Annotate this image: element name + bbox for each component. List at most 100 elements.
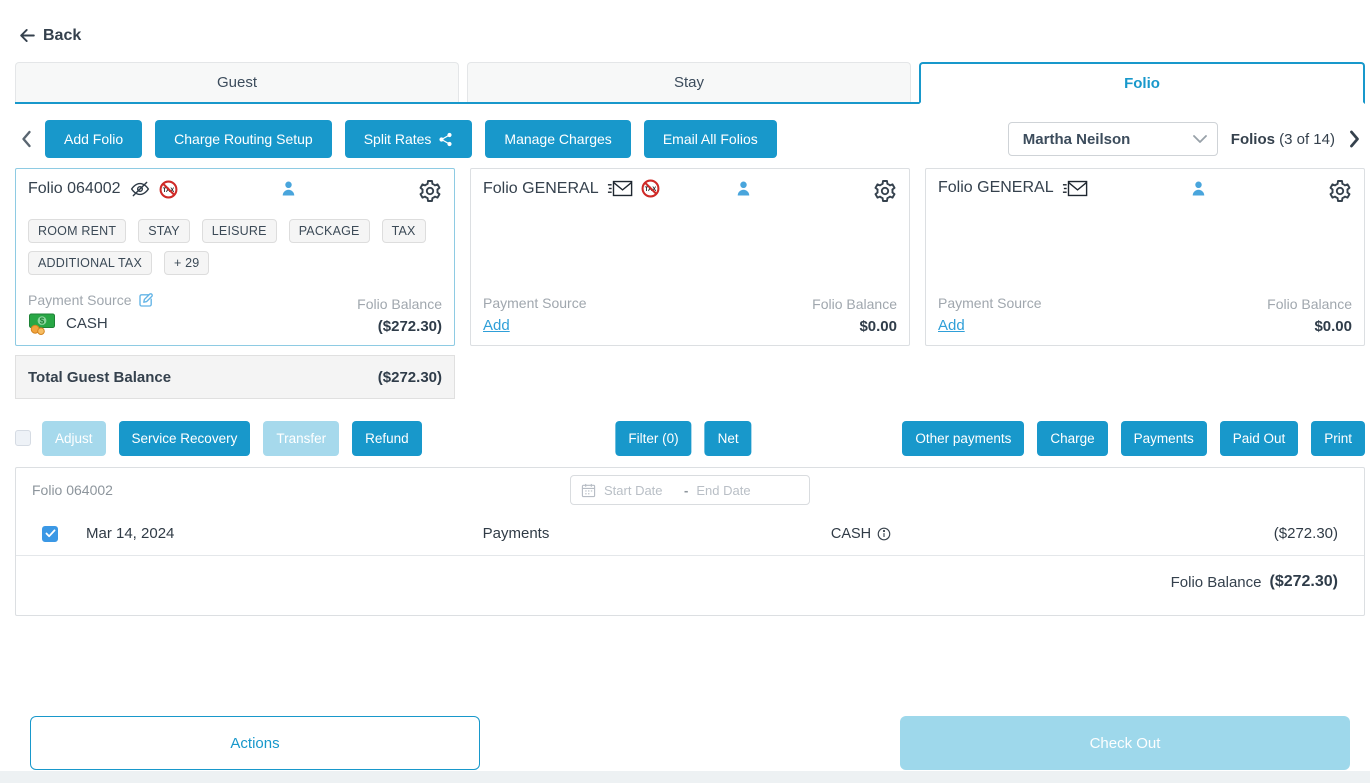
add-folio-label: Add Folio bbox=[64, 131, 124, 147]
folio-toolbar: Add Folio Charge Routing Setup Split Rat… bbox=[15, 120, 1365, 158]
tab-stay-label: Stay bbox=[673, 74, 704, 91]
select-all-checkbox[interactable] bbox=[15, 430, 31, 446]
folio-settings-gear-icon[interactable] bbox=[418, 179, 442, 203]
add-payment-source-link[interactable]: Add bbox=[483, 317, 510, 334]
actions-button[interactable]: Actions bbox=[30, 716, 480, 770]
folio-card-title: Folio 064002 bbox=[28, 180, 121, 197]
guest-selector-value: Martha Neilson bbox=[1022, 130, 1131, 148]
tag-chip: LEISURE bbox=[201, 219, 277, 243]
service-recovery-button[interactable]: Service Recovery bbox=[118, 420, 251, 456]
end-date-input[interactable] bbox=[696, 482, 769, 498]
paid-out-label: Paid Out bbox=[1232, 430, 1286, 446]
charge-button[interactable]: Charge bbox=[1037, 420, 1108, 456]
folio-card-general-1[interactable]: Folio GENERAL TAX bbox=[470, 168, 910, 346]
tag-more-chip[interactable]: + 29 bbox=[163, 251, 210, 275]
charge-routing-setup-button[interactable]: Charge Routing Setup bbox=[155, 120, 332, 158]
adjust-label: Adjust bbox=[55, 430, 93, 446]
tab-stay[interactable]: Stay bbox=[467, 62, 911, 102]
transaction-date: Mar 14, 2024 bbox=[86, 525, 175, 542]
svg-text:TAX: TAX bbox=[644, 187, 655, 193]
date-range-picker[interactable]: - bbox=[570, 475, 810, 505]
folio-settings-gear-icon[interactable] bbox=[873, 179, 897, 203]
info-icon[interactable] bbox=[877, 527, 891, 541]
charge-label: Charge bbox=[1050, 430, 1095, 446]
back-link[interactable]: Back bbox=[18, 26, 81, 45]
transaction-row-checkbox[interactable] bbox=[42, 525, 58, 542]
payments-label: Payments bbox=[1133, 430, 1194, 446]
refund-label: Refund bbox=[365, 430, 409, 446]
folio-cards: Folio 064002 TAX bbox=[15, 168, 1365, 346]
tab-folio-label: Folio bbox=[1124, 74, 1160, 92]
folio-card-064002[interactable]: Folio 064002 TAX bbox=[15, 168, 455, 346]
folios-counter-word: Folios bbox=[1230, 130, 1275, 148]
folio-card-general-2[interactable]: Folio GENERAL Payment Source bbox=[925, 168, 1365, 346]
paid-out-button[interactable]: Paid Out bbox=[1219, 420, 1299, 456]
transfer-button[interactable]: Transfer bbox=[263, 420, 340, 456]
payment-source-label: Payment Source bbox=[28, 292, 132, 308]
edit-payment-source-icon[interactable] bbox=[138, 292, 154, 308]
payments-button[interactable]: Payments bbox=[1120, 420, 1207, 456]
email-folio-icon bbox=[607, 180, 633, 197]
payment-source-value: CASH bbox=[66, 315, 108, 332]
email-folio-icon bbox=[1062, 180, 1088, 197]
prev-folio-arrow[interactable] bbox=[15, 120, 37, 158]
folios-counter-count: (3 of 14) bbox=[1279, 130, 1335, 148]
total-guest-balance-bar: Total Guest Balance ($272.30) bbox=[15, 355, 455, 399]
folio-balance-label: Folio Balance bbox=[1267, 296, 1352, 312]
transaction-type: Payments bbox=[482, 525, 550, 542]
folio-balance-amount: ($272.30) bbox=[377, 318, 442, 335]
guest-avatar-icon[interactable] bbox=[1189, 179, 1208, 198]
tag-chip: TAX bbox=[381, 219, 426, 243]
folio-balance-amount: $0.00 bbox=[859, 318, 897, 335]
print-label: Print bbox=[1324, 430, 1352, 446]
net-button[interactable]: Net bbox=[704, 420, 752, 456]
transactions-panel: Folio 064002 - Mar 14, 2024 bbox=[15, 467, 1365, 616]
split-rates-label: Split Rates bbox=[363, 131, 432, 147]
payment-source-label: Payment Source bbox=[938, 295, 1042, 311]
transaction-method: CASH bbox=[830, 525, 872, 542]
svg-text:$: $ bbox=[40, 317, 45, 326]
net-label: Net bbox=[717, 430, 739, 446]
folio-settings-gear-icon[interactable] bbox=[1328, 179, 1352, 203]
refund-button[interactable]: Refund bbox=[352, 420, 422, 456]
add-payment-source-link[interactable]: Add bbox=[938, 317, 965, 334]
folio-card-title: Folio GENERAL bbox=[483, 179, 599, 197]
filter-button[interactable]: Filter (0) bbox=[615, 420, 692, 456]
tab-folio[interactable]: Folio bbox=[919, 62, 1365, 104]
bottom-strip bbox=[0, 771, 1370, 783]
transactions-folio-balance-amount: ($272.30) bbox=[1269, 573, 1339, 590]
transaction-actions-row: Adjust Service Recovery Transfer Refund … bbox=[15, 420, 1365, 456]
filter-label: Filter (0) bbox=[628, 430, 679, 446]
print-button[interactable]: Print bbox=[1311, 420, 1365, 456]
folio-card-title: Folio GENERAL bbox=[938, 179, 1054, 196]
manage-charges-label: Manage Charges bbox=[504, 131, 612, 147]
tag-chip: PACKAGE bbox=[288, 219, 370, 243]
next-folio-arrow[interactable] bbox=[1343, 120, 1365, 158]
calendar-icon bbox=[581, 483, 596, 498]
tag-chip: ADDITIONAL TAX bbox=[28, 251, 152, 275]
guest-selector-dropdown[interactable]: Martha Neilson bbox=[1007, 122, 1218, 156]
folio-balance-label: Folio Balance bbox=[357, 296, 442, 312]
transaction-row[interactable]: Mar 14, 2024 Payments CASH ($272.30) bbox=[16, 512, 1364, 556]
add-folio-button[interactable]: Add Folio bbox=[45, 120, 143, 158]
tab-guest-label: Guest bbox=[216, 74, 258, 91]
transactions-folio-balance-label: Folio Balance bbox=[1170, 573, 1262, 591]
manage-charges-button[interactable]: Manage Charges bbox=[485, 120, 631, 158]
guest-avatar-icon[interactable] bbox=[734, 179, 753, 198]
start-date-input[interactable] bbox=[604, 482, 676, 498]
chevron-right-icon bbox=[1349, 130, 1359, 148]
actions-button-label: Actions bbox=[230, 734, 280, 752]
tab-guest[interactable]: Guest bbox=[15, 62, 459, 102]
guest-avatar-icon[interactable] bbox=[279, 179, 298, 198]
transaction-amount: ($272.30) bbox=[1273, 525, 1338, 542]
chevron-left-icon bbox=[21, 130, 31, 148]
check-out-button[interactable]: Check Out bbox=[900, 716, 1350, 770]
tax-exempt-icon: TAX bbox=[641, 179, 660, 198]
adjust-button[interactable]: Adjust bbox=[42, 420, 106, 456]
tab-bar: Guest Stay Folio bbox=[15, 62, 1365, 104]
email-all-folios-button[interactable]: Email All Folios bbox=[643, 120, 777, 158]
split-rates-button[interactable]: Split Rates bbox=[344, 120, 473, 158]
other-payments-button[interactable]: Other payments bbox=[902, 420, 1025, 456]
check-icon bbox=[45, 529, 55, 538]
svg-text:TAX: TAX bbox=[162, 187, 173, 193]
